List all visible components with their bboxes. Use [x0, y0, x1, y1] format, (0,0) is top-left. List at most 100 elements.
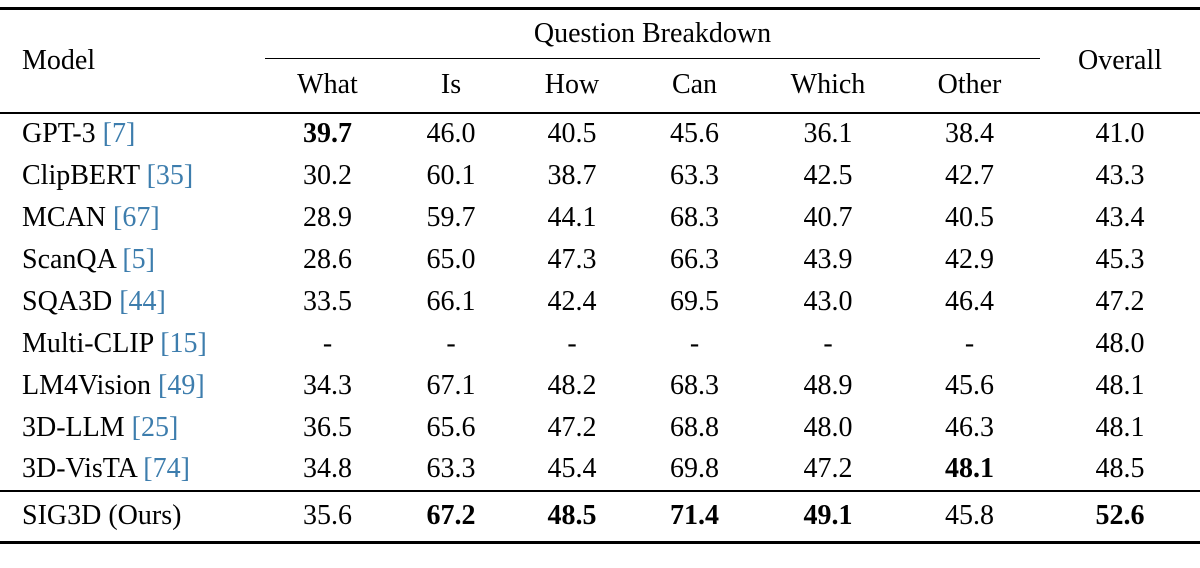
value-cell: 43.4 [1095, 201, 1145, 233]
value-cell: - [322, 327, 333, 359]
value-cell: 35.6 [303, 500, 352, 532]
model-name: SQA3D [44] [0, 281, 265, 323]
value-cell: 67.2 [426, 500, 476, 532]
value-cell: 42.7 [945, 159, 994, 191]
value-cell: 38.4 [945, 118, 994, 149]
value-cell: 40.5 [945, 201, 994, 233]
model-label: Multi-CLIP [22, 327, 154, 359]
model-label: SQA3D [22, 285, 113, 317]
value-cell: 42.9 [945, 243, 994, 275]
value-cell: - [446, 327, 456, 359]
value-cell: 34.3 [303, 369, 352, 401]
model-label: LM4Vision [22, 369, 151, 401]
table-row: Multi-CLIP [15] - - - - - - 48.0 [0, 323, 1200, 365]
table-body: GPT-3 [7] 39.7 46.0 40.5 45.6 36.1 38.4 … [0, 113, 1200, 491]
results-table: Model Question Breakdown Overall What Is… [0, 7, 1200, 544]
value-cell: 43.3 [1095, 159, 1145, 191]
table-row: 3D-VisTA [74] 34.8 63.3 45.4 69.8 47.2 4… [0, 449, 1200, 491]
value-cell: - [689, 327, 700, 359]
model-name: ClipBERT [35] [0, 155, 265, 197]
table-row: ClipBERT [35] 30.2 60.1 38.7 63.3 42.5 4… [0, 155, 1200, 197]
model-name: LM4Vision [49] [0, 365, 265, 407]
value-cell: 48.9 [803, 369, 853, 401]
model-name: GPT-3 [7] [0, 113, 265, 155]
value-cell: - [964, 327, 975, 359]
value-cell: 48.0 [803, 411, 853, 443]
value-cell: 28.6 [303, 243, 352, 275]
value-cell: 47.3 [547, 243, 597, 275]
col-header-which: Which [757, 58, 899, 114]
value-cell: 36.5 [303, 411, 352, 443]
value-cell: 42.4 [547, 285, 597, 317]
value-cell: 41.0 [1095, 118, 1145, 149]
value-cell: 46.4 [945, 285, 994, 317]
model-label: ScanQA [22, 243, 116, 275]
value-cell: 36.1 [803, 118, 853, 149]
value-cell: 38.7 [547, 159, 597, 191]
group-header-question-breakdown: Question Breakdown [265, 8, 1040, 59]
value-cell: 63.3 [670, 159, 719, 191]
value-cell: 59.7 [426, 201, 476, 233]
value-cell: 68.8 [670, 411, 719, 443]
value-cell: 48.5 [547, 500, 597, 532]
value-cell: 67.1 [426, 369, 476, 401]
header-group-row: Model Question Breakdown Overall [0, 8, 1200, 114]
citation-link[interactable]: [74] [143, 453, 190, 484]
value-cell: 44.1 [547, 201, 597, 233]
value-cell: 69.5 [670, 285, 719, 317]
value-cell: 34.8 [303, 453, 352, 484]
value-cell: 42.5 [803, 159, 853, 191]
value-cell: 48.5 [1095, 453, 1145, 484]
value-cell: 63.3 [426, 453, 476, 484]
value-cell: 48.1 [1095, 369, 1145, 401]
model-label: MCAN [22, 201, 107, 233]
citation-link[interactable]: [67] [113, 201, 160, 233]
model-name: Multi-CLIP [15] [0, 323, 265, 365]
model-label: GPT-3 [22, 118, 96, 149]
model-name: 3D-VisTA [74] [0, 449, 265, 491]
citation-link[interactable]: [49] [158, 369, 205, 401]
value-cell: - [823, 327, 833, 359]
value-cell: 48.2 [547, 369, 597, 401]
value-cell: 66.3 [670, 243, 719, 275]
citation-link[interactable]: [7] [102, 118, 136, 149]
value-cell: 46.0 [426, 118, 476, 149]
col-header-how: How [512, 58, 632, 114]
table-row: SQA3D [44] 33.5 66.1 42.4 69.5 43.0 46.4… [0, 281, 1200, 323]
col-header-other: Other [899, 58, 1040, 114]
model-label: ClipBERT [22, 159, 140, 191]
value-cell: 52.6 [1095, 500, 1145, 532]
value-cell: 43.9 [803, 243, 853, 275]
model-label: SIG3D (Ours) [22, 500, 182, 532]
value-cell: 65.6 [426, 411, 476, 443]
col-header-model: Model [0, 8, 265, 114]
col-header-what: What [265, 58, 390, 114]
highlight-body: SIG3D (Ours) 35.6 67.2 48.5 71.4 49.1 45… [0, 490, 1200, 543]
table-header: Model Question Breakdown Overall What Is… [0, 8, 1200, 114]
citation-link[interactable]: [5] [122, 243, 155, 275]
table-row: ScanQA [5] 28.6 65.0 47.3 66.3 43.9 42.9… [0, 239, 1200, 281]
value-cell: 45.6 [670, 118, 719, 149]
model-name: SIG3D (Ours) [0, 491, 265, 543]
value-cell: 60.1 [426, 159, 476, 191]
value-cell: 66.1 [426, 285, 476, 317]
citation-link[interactable]: [44] [119, 285, 166, 317]
col-header-is: Is [390, 58, 512, 114]
model-label: 3D-LLM [22, 411, 125, 443]
value-cell: 69.8 [670, 453, 719, 484]
col-header-can: Can [632, 58, 757, 114]
citation-link[interactable]: [25] [131, 411, 179, 443]
value-cell: 48.0 [1095, 327, 1145, 359]
value-cell: 40.5 [547, 118, 597, 149]
value-cell: 68.3 [670, 201, 719, 233]
value-cell: 45.4 [547, 453, 597, 484]
value-cell: 45.8 [945, 500, 994, 532]
citation-link[interactable]: [35] [146, 159, 194, 191]
value-cell: 48.1 [945, 453, 994, 484]
value-cell: 65.0 [426, 243, 476, 275]
citation-link[interactable]: [15] [160, 327, 207, 359]
model-name: 3D-LLM [25] [0, 407, 265, 449]
value-cell: 68.3 [670, 369, 719, 401]
value-cell: 33.5 [303, 285, 352, 317]
value-cell: 30.2 [303, 159, 352, 191]
